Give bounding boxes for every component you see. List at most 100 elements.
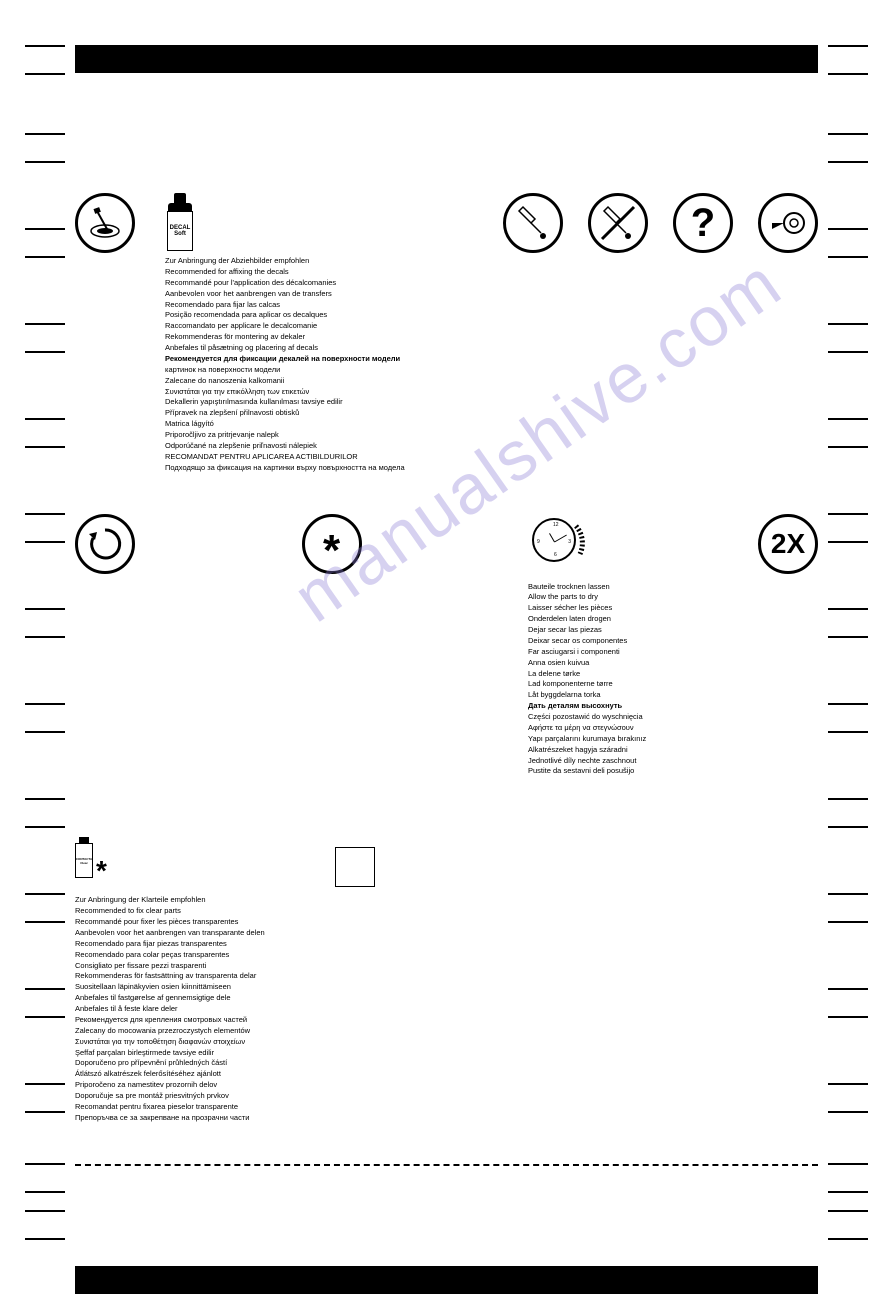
instruction-line: Suositellaan läpinäkyvien osien kiinnitt… [75,982,295,993]
instruction-line: Anbefales til fastgørelse af gennemsigti… [75,993,295,1004]
perforation-tick [828,636,868,638]
perforation-tick [828,73,868,75]
perforation-tick [25,731,65,733]
perforation-tick [828,826,868,828]
asterisk-glyph: * [323,536,340,567]
clock-section: 12 3 6 9 Bauteile trocknen lassenAllow t… [528,514,728,778]
perforation-tick [25,541,65,543]
instruction-line: Přípravek na zlepšení přilnavosti obtisk… [165,408,345,419]
question-icon: ? [673,193,733,253]
empty-square-box [335,847,375,887]
instruction-line: Onderdelen laten drogen [528,614,728,625]
clock-instructions: Bauteile trocknen lassenAllow the parts … [528,582,728,778]
perforation-tick [828,133,868,135]
two-x-icon: 2X [758,514,818,574]
instruction-line: Recommandé pour fixer les pièces transpa… [75,917,295,928]
perforation-tick [828,1238,868,1240]
instruction-line: картинок на поверхности модели [165,365,345,376]
perforation-tick [828,703,868,705]
perforation-tick [828,1083,868,1085]
perforation-tick [828,161,868,163]
perforation-tick [25,1016,65,1018]
instruction-line: Allow the parts to dry [528,592,728,603]
decal-soft-section: DECAL Soft Zur Anbringung der Abziehbild… [165,193,345,474]
icon-row-1: DECAL Soft Zur Anbringung der Abziehbild… [75,193,818,474]
perforation-tick [828,1191,868,1193]
instruction-line: Lad komponenterne tørre [528,679,728,690]
paint-mix-icon [75,193,135,253]
instruction-line: Zur Anbringung der Abziehbilder empfohle… [165,256,345,267]
instruction-line: Препоръчва се за закрепване на прозрачни… [75,1113,295,1124]
bottom-black-bar [75,1266,818,1294]
top-black-bar [75,45,818,73]
instruction-line: Anbefales til påsætning og placering af … [165,343,345,354]
instruction-line: Рекомендуется для крепления смотровых ча… [75,1015,295,1026]
instruction-line: Raccomandato per applicare le decalcoman… [165,321,345,332]
instruction-line: Recommended for affixing the decals [165,267,345,278]
instruction-line: Рекомендуется для фиксации декалей на по… [165,354,345,365]
perforation-tick [828,418,868,420]
perforation-tick [25,418,65,420]
instruction-line: Dekallerin yapıştırılmasında kullanılmas… [165,397,345,408]
instruction-line: Recommandé pour l'application des décalc… [165,278,345,289]
perforation-tick [828,446,868,448]
instruction-line: Pustite da sestavni deli posušijo [528,766,728,777]
row1-right-icons: ? [503,193,818,253]
perforation-tick [25,161,65,163]
perforation-tick [25,636,65,638]
perforation-tick [25,893,65,895]
perforation-tick [25,988,65,990]
decal-label-2: Soft [174,231,186,237]
perforation-tick [25,1210,65,1212]
contacta-asterisk: * [96,855,107,887]
two-x-label: 2X [771,528,805,560]
question-mark: ? [691,201,715,246]
perforation-tick [828,541,868,543]
perforation-tick [828,1163,868,1165]
perforation-tick [828,45,868,47]
instruction-line: Zalecany do mocowania przezroczystych el… [75,1026,295,1037]
instruction-line: Consigliato per fissare pezzi trasparent… [75,961,295,972]
instruction-line: Αφήστε τα μέρη να στεγνώσουν [528,723,728,734]
perforation-tick [25,1238,65,1240]
perforation-tick [25,513,65,515]
instruction-line: Matrica lágyító [165,419,345,430]
contacta-instructions: Zur Anbringung der Klarteile empfohlenRe… [75,895,295,1123]
instruction-line: Posição recomendada para aplicar os deca… [165,310,345,321]
perforation-tick [25,1111,65,1113]
decal-soft-can-icon: DECAL Soft [165,193,195,248]
perforation-tick [828,228,868,230]
instruction-line: Aanbevolen voor het aanbrengen van de tr… [165,289,345,300]
instruction-line: Συνιστάται για την τοποθέτηση διαφανών σ… [75,1037,295,1048]
instruction-line: Odporúčané na zlepšenie priľnavosti nále… [165,441,345,452]
asterisk-center-wrap: * [165,514,498,574]
instruction-line: Bauteile trocknen lassen [528,582,728,593]
asterisk-icon: * [302,514,362,574]
icon-row-3: CONTACTA Clear * Zur Anbringung der Klar… [75,837,818,1123]
page-content: DECAL Soft Zur Anbringung der Abziehbild… [75,45,818,1213]
instruction-line: Jednotlivé díly nechte zaschnout [528,756,728,767]
perforation-tick [828,608,868,610]
perforation-tick [25,608,65,610]
instruction-line: Låt byggdelarna torka [528,690,728,701]
instruction-line: Recomendado para fijar las calcas [165,300,345,311]
perforation-tick [828,893,868,895]
icon-row-2: * 12 3 6 9 Bauteile trocknen lassenAllow… [75,514,818,778]
perforation-tick [25,133,65,135]
instruction-line: Yapı parçalarını kurumaya bırakınız [528,734,728,745]
instruction-line: Подходящо за фиксация на картинки върху … [165,463,345,474]
instruction-line: Recomendado para colar peças transparent… [75,950,295,961]
instruction-line: Aanbevolen voor het aanbrengen van trans… [75,928,295,939]
instruction-line: Priporočeno za namestitev prozornih delo… [75,1080,295,1091]
instruction-line: Recomendado para fijar piezas transparen… [75,939,295,950]
instruction-line: Części pozostawić do wyschnięcia [528,712,728,723]
perforation-tick [25,1191,65,1193]
repeat-arrow-icon [75,514,135,574]
instruction-line: Συνιστάται για την επικόλληση των ετικετ… [165,387,345,398]
perforation-tick [828,256,868,258]
perforation-tick [25,73,65,75]
perforation-tick [25,1163,65,1165]
instruction-line: Laisser sécher les pièces [528,603,728,614]
perforation-tick [25,228,65,230]
glue-drop-icon [503,193,563,253]
